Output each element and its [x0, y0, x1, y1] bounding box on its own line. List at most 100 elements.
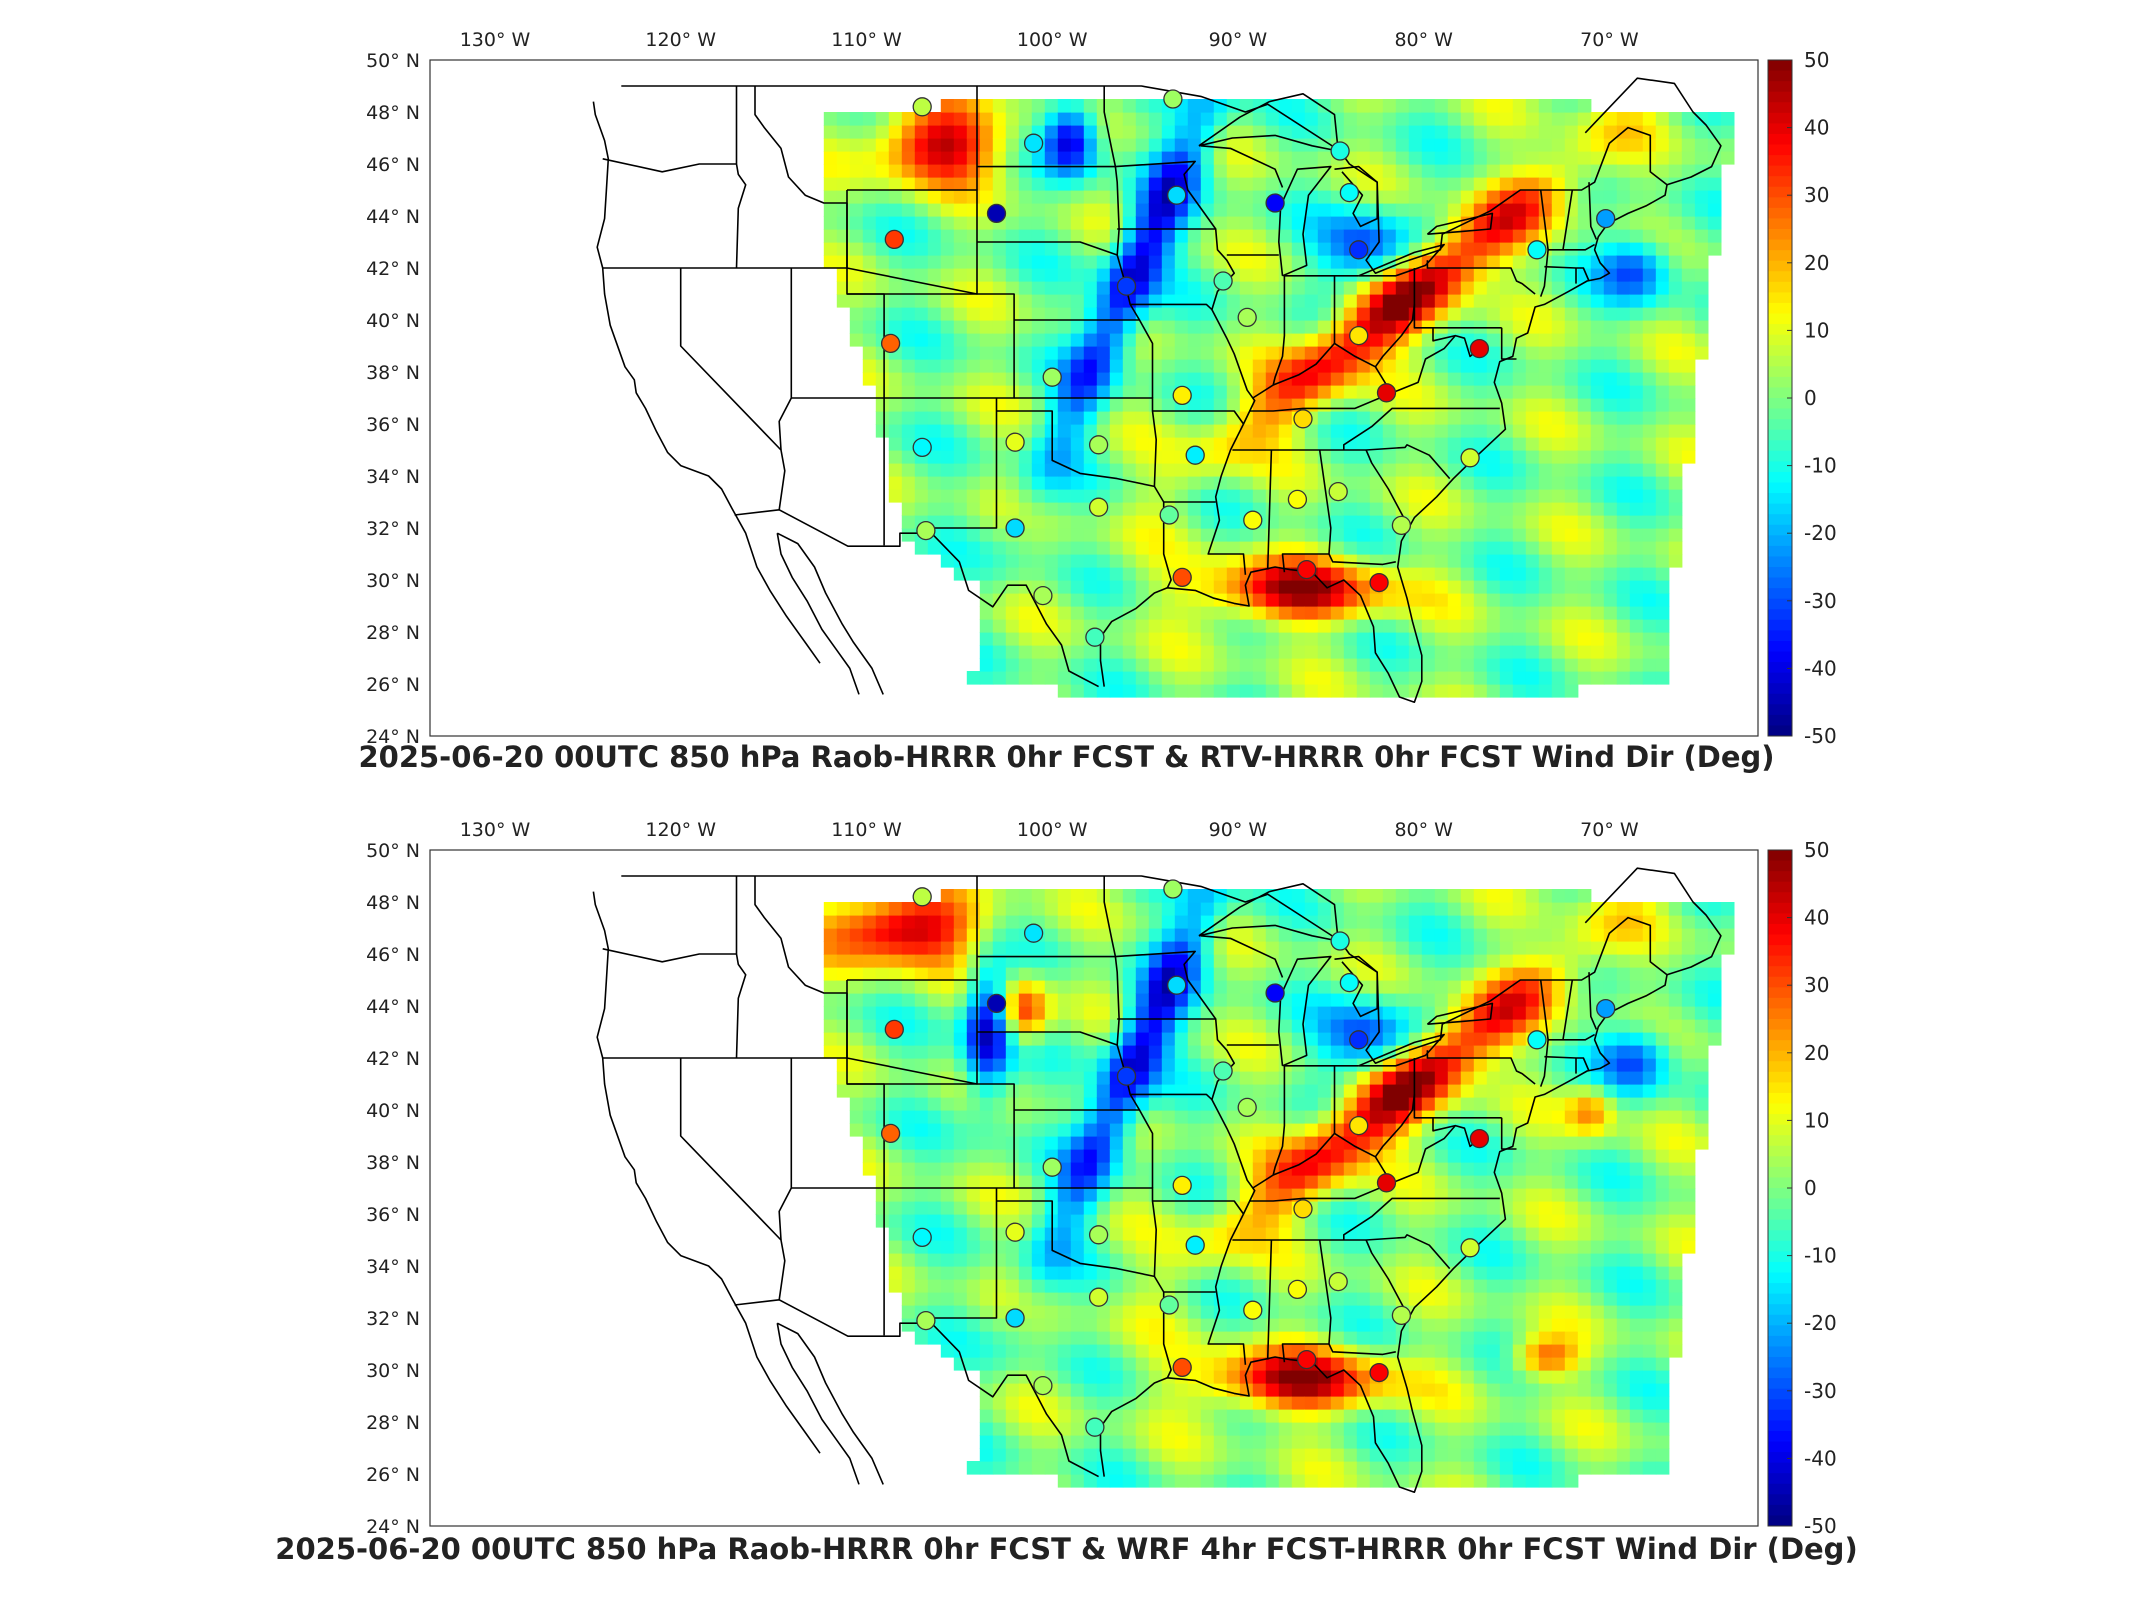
raob-station-marker — [986, 203, 1007, 224]
lat-tick-label: 50° N — [366, 840, 420, 862]
raob-station-marker — [1085, 1417, 1105, 1437]
raob-station-marker — [1297, 1349, 1317, 1370]
raob-station-marker — [1328, 1271, 1348, 1292]
lat-tick-label: 48° N — [366, 102, 420, 124]
raob-station-marker — [1469, 338, 1490, 359]
raob-station-marker — [1460, 1238, 1480, 1258]
lat-tick-label: 34° N — [366, 1256, 420, 1278]
raob-station-marker — [1376, 383, 1397, 403]
raob-stations — [880, 89, 1616, 647]
raob-station-marker — [1185, 1235, 1205, 1255]
lon-tick-label: 100° W — [1017, 29, 1088, 51]
lat-tick-label: 46° N — [366, 944, 420, 966]
colorbar-tick-label: -20 — [1804, 1311, 1837, 1335]
colorbar: 50 40 30 20 10 0 -10 -20 -30 -40 -50 — [1767, 838, 1837, 1538]
raob-station-marker — [1033, 1375, 1053, 1396]
lon-tick-label: 80° W — [1394, 29, 1453, 51]
raob-station-marker — [880, 333, 901, 354]
raob-station-marker — [1376, 1173, 1397, 1193]
raob-station-marker — [1527, 240, 1547, 260]
lat-tick-label: 32° N — [366, 518, 420, 540]
raob-station-marker — [1287, 1279, 1308, 1300]
lat-tick-label: 26° N — [366, 674, 420, 696]
raob-station-marker — [1088, 497, 1109, 517]
colorbar-tick-label: 10 — [1804, 318, 1829, 342]
lat-tick-label: 40° N — [366, 310, 420, 332]
raob-station-marker — [1596, 208, 1616, 229]
lat-tick-label: 34° N — [366, 466, 420, 488]
raob-station-marker — [1349, 325, 1369, 346]
raob-station-marker — [1005, 1308, 1025, 1328]
state-and-coast-outlines — [592, 867, 1722, 1494]
raob-station-marker — [1339, 182, 1360, 203]
colorbar-tick-label: -20 — [1804, 521, 1837, 545]
state-and-coast-outlines — [592, 77, 1722, 704]
lat-tick-label: 50° N — [366, 50, 420, 72]
lon-tick-label: 120° W — [645, 819, 716, 841]
lat-tick-label: 36° N — [366, 414, 420, 436]
lat-tick-label: 38° N — [366, 362, 420, 384]
raob-station-marker — [1042, 1157, 1062, 1177]
raob-station-marker — [1116, 1066, 1137, 1086]
raob-station-marker — [1185, 445, 1205, 465]
lon-tick-label: 70° W — [1580, 819, 1639, 841]
raob-station-marker — [884, 229, 904, 250]
raob-station-marker — [912, 1227, 932, 1248]
raob-station-marker — [1349, 240, 1369, 260]
raob-station-marker — [1088, 435, 1109, 455]
colorbar-tick-label: 50 — [1804, 48, 1829, 72]
raob-station-marker — [1033, 585, 1053, 606]
raob-station-marker — [1159, 505, 1179, 525]
raob-station-marker — [1172, 567, 1192, 588]
lat-tick-label: 38° N — [366, 1152, 420, 1174]
raob-station-marker — [1469, 1128, 1490, 1149]
raob-station-marker — [1243, 510, 1263, 530]
lat-tick-label: 40° N — [366, 1100, 420, 1122]
raob-station-marker — [1369, 1362, 1389, 1383]
raob-station-marker — [1328, 481, 1348, 502]
raob-station-marker — [1172, 1175, 1192, 1196]
raob-station-marker — [1287, 489, 1308, 510]
colorbar-tick-label: -40 — [1804, 656, 1837, 680]
raob-station-marker — [1159, 1295, 1179, 1315]
colorbar-tick-label: 40 — [1804, 906, 1829, 930]
raob-station-marker — [1293, 1199, 1313, 1219]
raob-station-marker — [1163, 879, 1183, 899]
lon-tick-label: 80° W — [1394, 819, 1453, 841]
raob-station-marker — [1167, 185, 1187, 205]
colorbar-tick-label: -50 — [1804, 724, 1837, 748]
raob-station-marker — [1023, 133, 1044, 153]
raob-station-marker — [1213, 1061, 1233, 1081]
raob-station-marker — [912, 437, 932, 458]
colorbar: 50 40 30 20 10 0 -10 -20 -30 -40 -50 — [1767, 48, 1837, 748]
lon-tick-label: 100° W — [1017, 819, 1088, 841]
raob-station-marker — [912, 887, 932, 907]
lon-tick-label: 90° W — [1209, 29, 1268, 51]
raob-station-marker — [1237, 307, 1257, 328]
raob-station-marker — [1265, 193, 1285, 213]
colorbar-tick-label: 50 — [1804, 838, 1829, 862]
colorbar-tick-label: -30 — [1804, 589, 1837, 613]
lat-tick-label: 42° N — [366, 1048, 420, 1070]
lat-tick-label: 44° N — [366, 996, 420, 1018]
lon-tick-label: 70° W — [1580, 29, 1639, 51]
raob-station-marker — [1391, 1305, 1412, 1326]
raob-station-marker — [1596, 998, 1616, 1019]
raob-station-marker — [916, 1310, 936, 1331]
raob-station-marker — [1163, 89, 1183, 109]
raob-station-marker — [1391, 515, 1412, 536]
colorbar-tick-label: -50 — [1804, 1514, 1837, 1538]
map-panel-wrf: 130° W 120° W 110° W 100° W 90° W 80° W 70° W 5… — [0, 790, 2133, 1600]
raob-station-marker — [1088, 1225, 1109, 1245]
raob-station-marker — [1005, 432, 1025, 452]
raob-station-marker — [916, 520, 936, 541]
raob-station-marker — [1237, 1097, 1257, 1118]
colorbar-tick-label: 0 — [1804, 1176, 1817, 1200]
colorbar-tick-label: -10 — [1804, 1244, 1837, 1268]
colorbar-tick-label: 0 — [1804, 386, 1817, 410]
raob-station-marker — [1349, 1030, 1369, 1050]
colorbar-tick-label: 20 — [1804, 251, 1829, 275]
lat-tick-label: 28° N — [366, 622, 420, 644]
lat-tick-label: 46° N — [366, 154, 420, 176]
raob-station-marker — [1005, 518, 1025, 538]
